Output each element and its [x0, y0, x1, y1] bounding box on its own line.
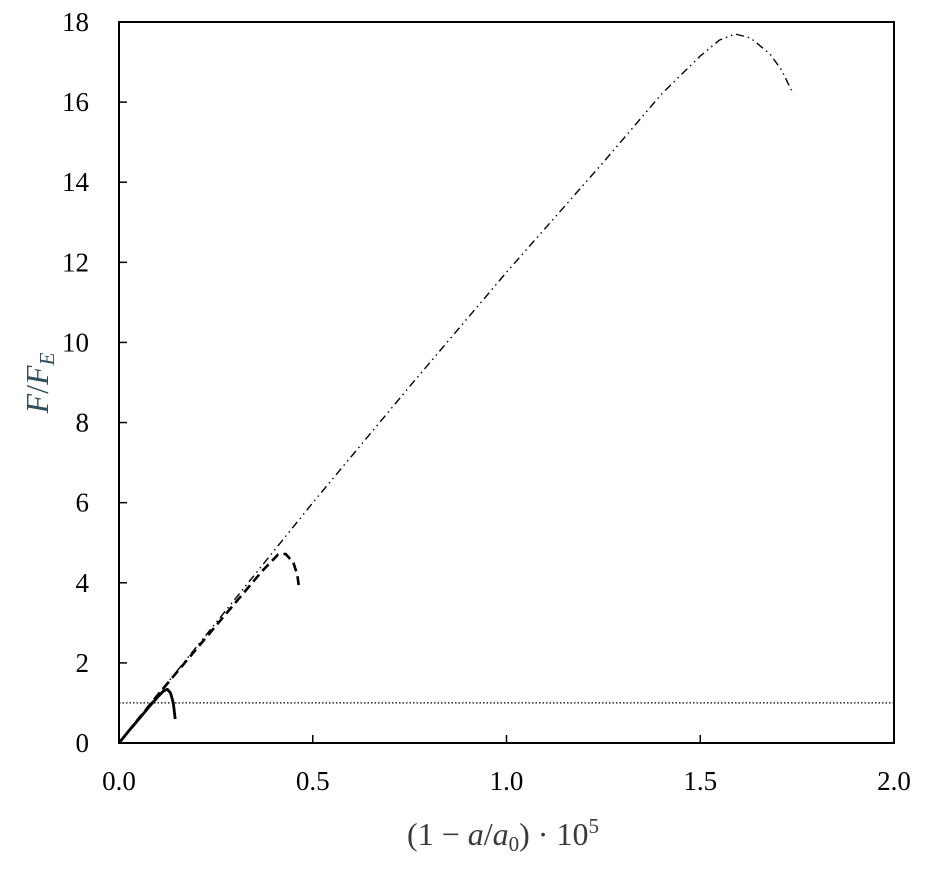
x-axis-label: (1 − a/a0) · 105 [407, 814, 599, 856]
series-line-dashed [117, 552, 301, 744]
series-group [117, 33, 894, 744]
y-tick-label: 2 [76, 648, 90, 678]
y-tick-label: 12 [62, 247, 89, 277]
y-axis-label: F/FE [19, 352, 59, 414]
axis-ticks: 0.0 0.5 1.0 1.5 2.0 0 2 4 6 8 10 12 14 16 18 [62, 7, 911, 796]
x-tick-label: 0.5 [296, 766, 330, 796]
x-tick-label: 0.0 [102, 766, 136, 796]
y-tick-label: 0 [76, 728, 90, 758]
y-tick-label: 4 [76, 568, 90, 598]
series-line-dash-dot-dot [118, 33, 794, 744]
plot-frame [118, 21, 895, 744]
x-tick-label: 2.0 [877, 766, 911, 796]
x-tick-label: 1.5 [683, 766, 717, 796]
y-tick-label: 18 [62, 7, 89, 37]
y-tick-label: 14 [62, 167, 90, 197]
y-tick-label: 8 [76, 408, 90, 438]
y-tick-label: 6 [76, 488, 90, 518]
x-tick-label: 1.0 [490, 766, 524, 796]
y-tick-label: 10 [62, 327, 89, 357]
y-tick-label: 16 [62, 87, 89, 117]
series-line-solid [117, 687, 177, 744]
